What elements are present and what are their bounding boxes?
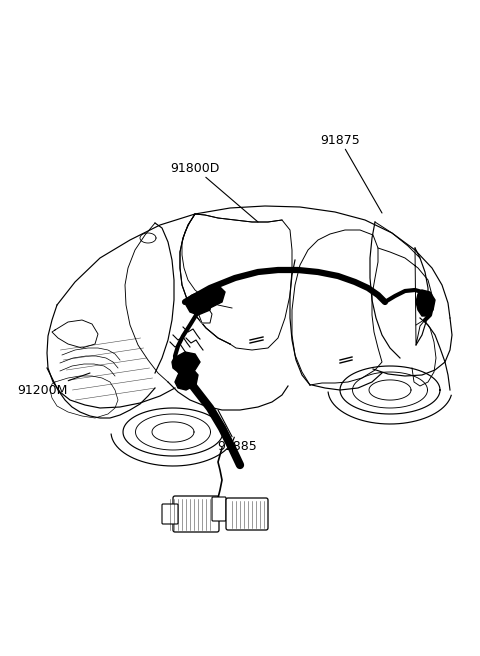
- FancyBboxPatch shape: [226, 498, 268, 530]
- Text: 91885: 91885: [217, 410, 257, 453]
- Polygon shape: [186, 290, 212, 315]
- FancyBboxPatch shape: [212, 497, 226, 521]
- Polygon shape: [197, 305, 212, 323]
- Polygon shape: [416, 290, 435, 316]
- Polygon shape: [172, 352, 200, 375]
- Text: 91200M: 91200M: [17, 373, 90, 396]
- FancyBboxPatch shape: [173, 496, 219, 532]
- Polygon shape: [175, 368, 198, 390]
- Polygon shape: [199, 285, 225, 308]
- Text: 91875: 91875: [320, 134, 382, 213]
- FancyBboxPatch shape: [162, 504, 178, 524]
- Text: 91800D: 91800D: [170, 161, 258, 222]
